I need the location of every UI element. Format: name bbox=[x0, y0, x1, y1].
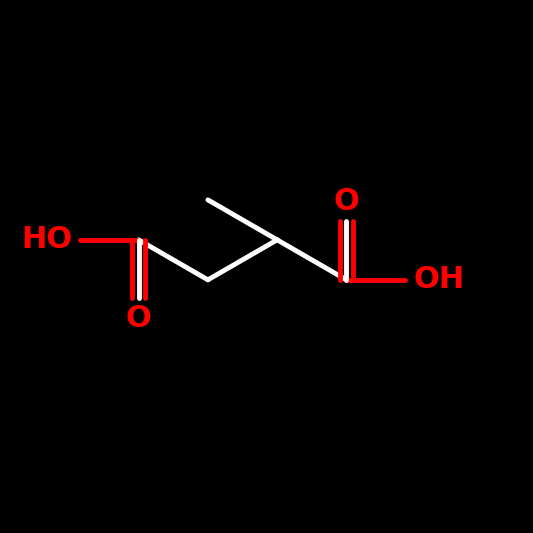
Text: O: O bbox=[334, 187, 359, 216]
Text: OH: OH bbox=[413, 265, 464, 294]
Text: O: O bbox=[126, 304, 151, 333]
Text: HO: HO bbox=[21, 225, 72, 254]
